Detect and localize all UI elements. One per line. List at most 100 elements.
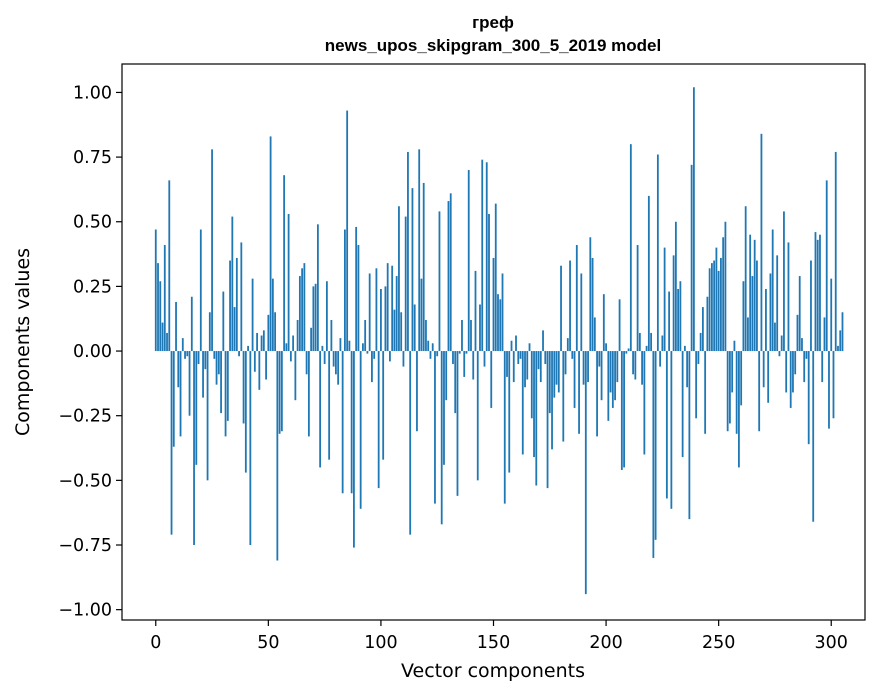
bar-253 [724, 221, 727, 352]
bar-245 [706, 296, 709, 352]
bar-123 [431, 343, 434, 352]
bar-38 [240, 242, 243, 352]
bar-142 [474, 270, 477, 352]
bar-201 [607, 351, 610, 421]
bar-185 [571, 351, 574, 359]
bar-212 [632, 351, 634, 375]
bar-85 [346, 110, 349, 352]
bar-90 [357, 245, 360, 352]
bar-108 [398, 206, 400, 352]
bar-217 [643, 351, 646, 455]
bar-59 [287, 213, 290, 352]
bar-40 [244, 351, 247, 473]
bar-162 [519, 351, 522, 359]
bar-107 [395, 276, 398, 352]
bar-292 [812, 351, 815, 522]
bar-191 [584, 351, 587, 595]
y-tick-label-8: 1.00 [73, 83, 112, 103]
bar-220 [650, 332, 653, 352]
bar-96 [371, 351, 373, 383]
bar-45 [256, 332, 258, 352]
bar-286 [798, 276, 801, 352]
bar-44 [253, 351, 256, 372]
bar-269 [760, 133, 763, 352]
bar-18 [195, 351, 198, 465]
x-tick-label-5: 250 [702, 633, 735, 653]
bar-262 [744, 206, 747, 352]
bar-163 [521, 351, 524, 455]
bar-285 [796, 314, 799, 352]
bar-295 [819, 234, 821, 352]
bar-136 [461, 320, 463, 352]
bar-218 [645, 345, 648, 352]
bar-301 [832, 351, 835, 419]
x-axis-label: Vector components [401, 660, 585, 682]
y-tick-label-6: 0.50 [73, 213, 112, 233]
bar-46 [258, 351, 261, 390]
bar-199 [602, 294, 605, 352]
bar-116 [416, 351, 418, 432]
bar-87 [350, 351, 353, 494]
bar-84 [344, 229, 346, 352]
bar-32 [226, 351, 229, 421]
bar-209 [625, 351, 628, 354]
y-axis-label: Components values [12, 248, 34, 436]
bar-196 [596, 351, 598, 437]
bar-215 [638, 332, 641, 352]
bar-138 [465, 351, 468, 354]
bar-22 [204, 351, 207, 370]
bar-63 [296, 320, 299, 352]
bar-68 [307, 351, 310, 437]
bar-170 [537, 351, 540, 370]
bar-205 [616, 351, 619, 383]
bar-71 [314, 283, 317, 352]
bar-50 [267, 314, 270, 352]
bar-127 [440, 351, 443, 525]
bar-152 [497, 294, 499, 352]
bar-17 [193, 351, 195, 545]
bar-243 [701, 307, 704, 352]
y-tick-label-2: −0.50 [58, 471, 112, 491]
bar-133 [454, 351, 457, 414]
bar-13 [184, 351, 186, 359]
bar-282 [789, 351, 792, 408]
bar-3 [161, 322, 164, 352]
bar-261 [742, 281, 745, 352]
bar-91 [359, 351, 362, 509]
bar-12 [181, 338, 184, 352]
bar-20 [199, 229, 202, 352]
bar-42 [249, 351, 252, 545]
y-tick-label-0: −1.00 [58, 601, 112, 621]
y-tick-label-5: 0.25 [73, 277, 112, 297]
bar-11 [179, 351, 182, 437]
bar-36 [235, 257, 238, 352]
bar-119 [422, 182, 425, 352]
bar-99 [377, 351, 380, 489]
bar-104 [389, 351, 391, 362]
bar-284 [794, 351, 797, 375]
x-tick-label-4: 200 [589, 633, 622, 653]
bar-259 [738, 351, 740, 468]
bar-134 [456, 351, 459, 496]
bar-247 [711, 263, 713, 352]
bar-207 [620, 351, 623, 471]
bar-235 [683, 345, 686, 352]
bar-202 [609, 351, 612, 393]
bar-274 [771, 229, 774, 352]
bar-206 [618, 299, 621, 352]
bar-58 [285, 343, 288, 352]
bar-172 [542, 330, 544, 352]
bar-302 [834, 151, 837, 352]
bar-189 [580, 273, 583, 352]
bar-19 [197, 351, 200, 364]
bar-177 [553, 351, 556, 398]
bar-198 [600, 351, 603, 401]
bar-6 [168, 180, 171, 352]
bar-221 [652, 351, 655, 558]
bar-151 [494, 203, 497, 352]
chart-title-line1: греф [472, 13, 514, 32]
bar-252 [722, 237, 725, 352]
bar-75 [323, 351, 326, 364]
bar-76 [325, 281, 328, 352]
bar-214 [636, 245, 639, 352]
